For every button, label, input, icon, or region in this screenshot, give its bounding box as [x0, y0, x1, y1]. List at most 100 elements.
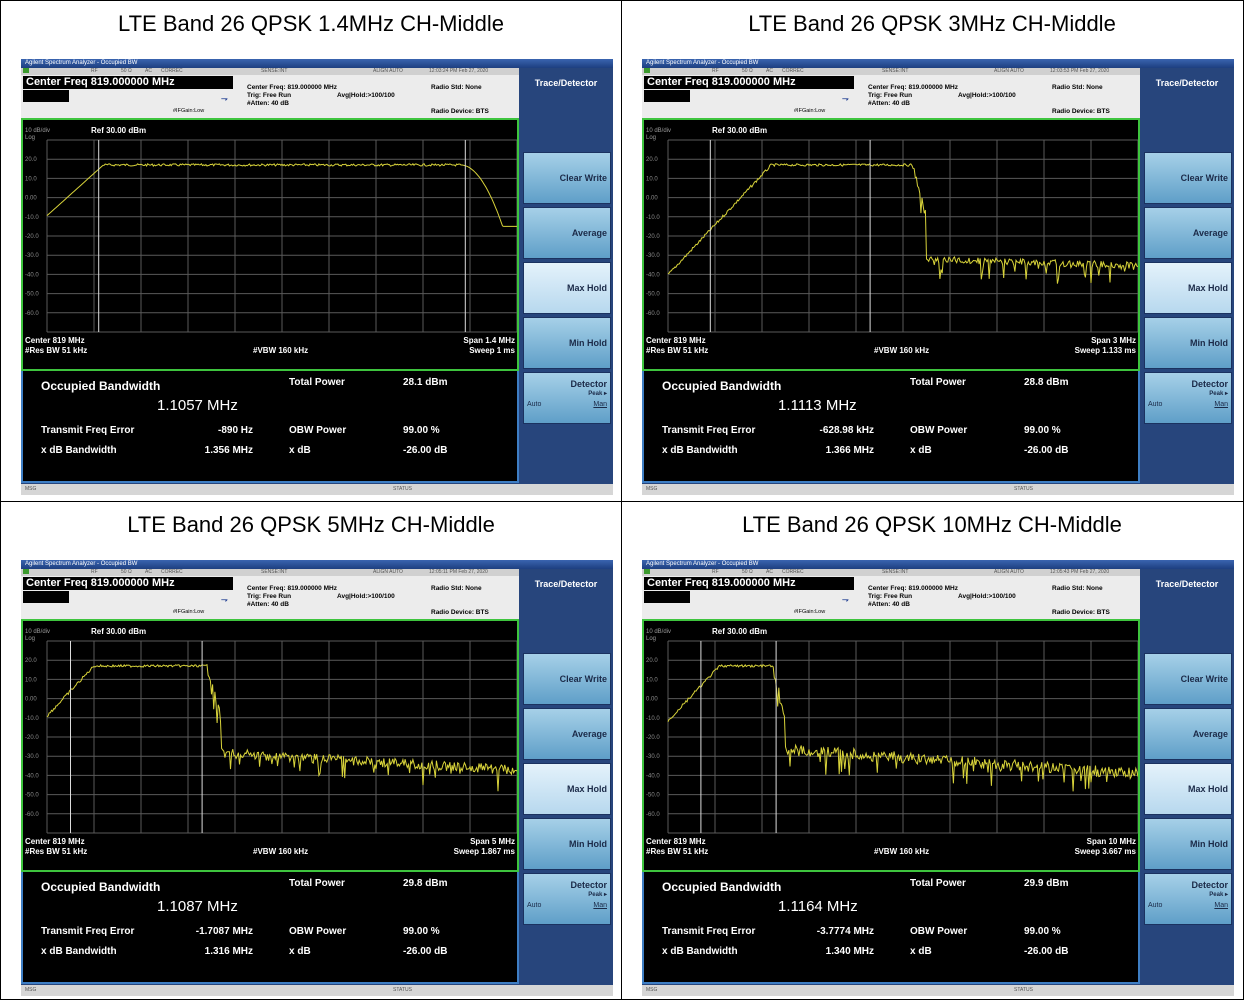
detector-auto[interactable]: Auto: [527, 401, 542, 408]
softkey-min-hold[interactable]: Min Hold: [1144, 317, 1232, 369]
y-tick-label: -10.0: [646, 716, 660, 722]
total-power-label: Total Power: [910, 878, 966, 889]
panel-title: LTE Band 26 QPSK 1.4MHz CH-Middle: [118, 11, 504, 36]
status-led-icon: [23, 68, 29, 73]
status-rf: RF: [91, 569, 98, 575]
occ-bw-value: 1.1057 MHz: [157, 397, 238, 414]
softkey-clear-write[interactable]: Clear Write: [1144, 152, 1232, 204]
softkey-clear-write[interactable]: Clear Write: [523, 653, 611, 705]
softkey-detector[interactable]: Detector Peak ▸ Auto Man: [523, 873, 611, 925]
status-footer: MSG STATUS: [642, 484, 1234, 495]
plot-svg: 20.0 10.0 0.00 -10.0 -20.0 -30.0 -40.0 -50.0 -60…: [646, 139, 1138, 333]
tfe-value: -890 Hz: [217, 425, 253, 436]
input-indicator: [644, 90, 690, 102]
y-tick-label: -60.0: [646, 311, 660, 317]
res-bw-label: #Res BW 51 kHz: [646, 847, 709, 856]
tfe-value: -628.98 kHz: [819, 425, 874, 436]
center-freq-display[interactable]: Center Freq 819.000000 MHz: [644, 577, 854, 590]
status-label: STATUS: [393, 486, 412, 492]
trigger: Trig: Free Run: [247, 92, 292, 99]
detector-peak: Peak ▸: [1209, 391, 1228, 397]
log-label: Log: [25, 636, 36, 642]
y-tick-label: -60.0: [25, 812, 39, 818]
spectrum-plot: 20.0 10.0 0.00 -10.0 -20.0 -30.0 -40.0 -50.0 -60…: [21, 619, 519, 872]
msg-label: MSG: [25, 486, 37, 492]
tfe-label: Transmit Freq Error: [662, 926, 756, 937]
if-gain: #IFGain:Low: [173, 609, 205, 615]
softkey-max-hold[interactable]: Max Hold: [523, 262, 611, 314]
status-impedance: 50 Ω: [742, 569, 753, 575]
xdb-label: x dB: [910, 445, 932, 456]
status-label: STATUS: [393, 987, 412, 993]
panel-title: LTE Band 26 QPSK 3MHz CH-Middle: [748, 11, 1116, 36]
xdb-label: x dB: [289, 445, 311, 456]
detector-label: Detector: [570, 379, 607, 389]
spectrum-analyzer-window: Agilent Spectrum Analyzer - Occupied BW …: [21, 59, 613, 495]
softkey-detector[interactable]: Detector Peak ▸ Auto Man: [1144, 372, 1232, 424]
if-gain: #IFGain:Low: [173, 108, 205, 114]
softkey-max-hold[interactable]: Max Hold: [1144, 763, 1232, 815]
xdb-bw-value: 1.316 MHz: [204, 946, 253, 957]
softkey-clear-write[interactable]: Clear Write: [523, 152, 611, 204]
radio-device: Radio Device: BTS: [431, 609, 489, 616]
radio-std: Radio Std: None: [1052, 84, 1103, 91]
softkey-detector[interactable]: Detector Peak ▸ Auto Man: [1144, 873, 1232, 925]
radio-std: Radio Std: None: [431, 585, 482, 592]
log-label: Log: [646, 636, 657, 642]
detector-man[interactable]: Man: [593, 902, 607, 909]
status-correction: CORREC: [161, 68, 183, 74]
softkey-detector[interactable]: Detector Peak ▸ Auto Man: [523, 372, 611, 424]
softkey-average[interactable]: Average: [523, 207, 611, 259]
obw-power-value: 99.00 %: [403, 425, 440, 436]
center-freq-display[interactable]: Center Freq 819.000000 MHz: [644, 76, 854, 89]
if-gain: #IFGain:Low: [794, 609, 826, 615]
status-align: ALIGN AUTO: [994, 569, 1024, 575]
softkey-average[interactable]: Average: [1144, 207, 1232, 259]
trigger: Trig: Free Run: [247, 593, 292, 600]
avg-hold: Avg|Hold:>100/100: [958, 92, 1016, 99]
softkey-max-hold[interactable]: Max Hold: [523, 763, 611, 815]
obw-power-value: 99.00 %: [1024, 926, 1061, 937]
avg-hold: Avg|Hold:>100/100: [337, 593, 395, 600]
softkey-min-hold[interactable]: Min Hold: [523, 818, 611, 870]
y-tick-label: 20.0: [25, 157, 37, 163]
y-tick-label: -40.0: [646, 272, 660, 278]
vbw-label: #VBW 160 kHz: [874, 346, 930, 355]
y-tick-label: -20.0: [646, 735, 660, 741]
softkey-average[interactable]: Average: [523, 708, 611, 760]
res-bw-label: #Res BW 51 kHz: [25, 847, 88, 856]
xdb-value: -26.00 dB: [1024, 445, 1069, 456]
xdb-bw-label: x dB Bandwidth: [41, 946, 117, 957]
spectrum-trace: [667, 664, 1138, 792]
avg-hold: Avg|Hold:>100/100: [958, 593, 1016, 600]
center-label: Center 819 MHz: [646, 336, 706, 345]
xdb-bw-value: 1.340 MHz: [825, 946, 874, 957]
vbw-label: #VBW 160 kHz: [874, 847, 930, 856]
softkey-label: Max Hold: [1187, 784, 1228, 794]
obw-power-value: 99.00 %: [1024, 425, 1061, 436]
detector-auto[interactable]: Auto: [1148, 401, 1163, 408]
center-freq-display[interactable]: Center Freq 819.000000 MHz: [23, 577, 233, 590]
softkey-min-hold[interactable]: Min Hold: [1144, 818, 1232, 870]
softkey-label: Max Hold: [1187, 283, 1228, 293]
y-tick-label: -60.0: [25, 311, 39, 317]
softkey-average[interactable]: Average: [1144, 708, 1232, 760]
softkey-label: Average: [1192, 729, 1228, 739]
y-tick-label: 20.0: [646, 157, 658, 163]
softkey-clear-write[interactable]: Clear Write: [1144, 653, 1232, 705]
trigger-arrow-icon: ⇁: [842, 94, 849, 103]
detector-man[interactable]: Man: [1214, 401, 1228, 408]
center-freq-display[interactable]: Center Freq 819.000000 MHz: [23, 76, 233, 89]
detector-man[interactable]: Man: [1214, 902, 1228, 909]
detector-man[interactable]: Man: [593, 401, 607, 408]
total-power-value: 29.9 dBm: [1024, 878, 1069, 889]
softkey-max-hold[interactable]: Max Hold: [1144, 262, 1232, 314]
y-tick-label: -40.0: [646, 773, 660, 779]
detector-auto[interactable]: Auto: [1148, 902, 1163, 909]
radio-std: Radio Std: None: [1052, 585, 1103, 592]
softkey-min-hold[interactable]: Min Hold: [523, 317, 611, 369]
attenuation: #Atten: 40 dB: [868, 100, 910, 107]
vbw-label: #VBW 160 kHz: [253, 346, 309, 355]
detector-auto[interactable]: Auto: [527, 902, 542, 909]
